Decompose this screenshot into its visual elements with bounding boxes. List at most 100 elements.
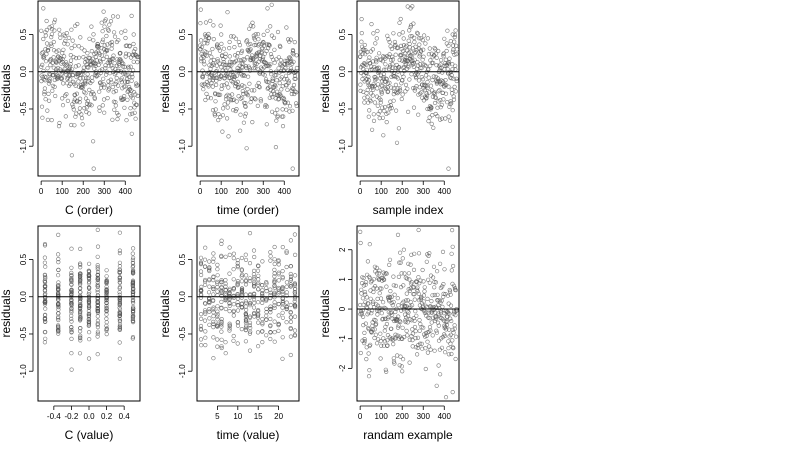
data-point <box>119 76 124 81</box>
data-point <box>439 57 444 63</box>
data-point <box>243 325 248 330</box>
data-point <box>237 58 242 63</box>
data-point <box>112 107 117 112</box>
data-point <box>288 310 293 315</box>
data-point <box>290 108 295 113</box>
data-point <box>421 98 427 103</box>
data-point <box>391 31 396 36</box>
data-point <box>264 333 269 338</box>
data-point <box>440 284 445 289</box>
data-point <box>131 297 136 303</box>
x-tick-label: 200 <box>77 187 91 196</box>
data-point <box>438 65 443 71</box>
data-point <box>207 322 212 327</box>
data-point <box>396 274 402 280</box>
data-point <box>266 80 272 85</box>
data-point <box>111 90 116 95</box>
y-tick-label: -0.5 <box>19 327 28 341</box>
data-point <box>284 284 289 289</box>
data-point <box>294 103 299 108</box>
data-point <box>95 352 100 357</box>
data-point <box>219 299 224 305</box>
y-tick-label: -1.0 <box>19 139 28 153</box>
data-point <box>218 73 224 78</box>
data-point <box>219 253 224 258</box>
data-point <box>95 293 100 298</box>
data-point <box>236 94 241 99</box>
data-point <box>207 268 212 274</box>
data-point <box>69 153 74 158</box>
data-point <box>77 299 83 304</box>
data-point <box>231 97 236 102</box>
data-point <box>283 66 288 71</box>
data-point <box>275 107 280 112</box>
data-point <box>116 68 121 73</box>
data-point <box>82 48 87 53</box>
data-point <box>251 56 256 62</box>
data-point <box>40 62 45 68</box>
data-point <box>48 72 53 77</box>
data-point <box>400 78 405 83</box>
data-point <box>280 286 285 292</box>
data-point <box>421 62 426 67</box>
data-point <box>56 267 61 273</box>
data-point <box>46 91 51 96</box>
data-point <box>452 52 457 57</box>
data-point <box>383 367 388 372</box>
data-point <box>215 289 220 294</box>
data-point <box>423 366 428 372</box>
data-point <box>119 80 124 85</box>
data-point <box>127 74 132 79</box>
data-point <box>439 345 445 350</box>
data-point <box>289 68 294 73</box>
data-point <box>104 295 109 301</box>
data-point <box>216 117 221 123</box>
data-point <box>230 92 235 97</box>
data-point <box>275 29 281 35</box>
data-point <box>256 282 261 287</box>
data-point <box>258 97 263 102</box>
data-point <box>409 280 415 285</box>
data-point <box>409 54 414 59</box>
data-point <box>87 285 92 290</box>
data-point <box>215 267 220 272</box>
data-point <box>211 256 216 261</box>
data-point <box>443 350 448 355</box>
data-point <box>127 87 132 92</box>
data-point <box>272 47 277 52</box>
data-point <box>242 114 248 119</box>
data-point <box>128 92 133 97</box>
data-point <box>220 129 225 134</box>
data-point <box>251 284 257 289</box>
data-point <box>446 339 451 344</box>
data-point <box>117 267 122 272</box>
data-point <box>260 259 265 264</box>
data-point <box>235 300 240 305</box>
data-point <box>227 323 232 328</box>
data-point <box>215 314 220 319</box>
data-point <box>69 272 74 278</box>
data-point <box>42 260 48 265</box>
data-point <box>105 27 111 32</box>
data-point <box>290 50 295 56</box>
data-point <box>95 42 100 47</box>
data-point <box>448 99 453 104</box>
data-point <box>292 232 298 237</box>
data-point <box>403 275 408 280</box>
data-point <box>95 329 100 334</box>
data-point <box>198 287 203 292</box>
data-point <box>231 256 236 261</box>
data-point <box>365 95 370 100</box>
data-point <box>365 305 370 311</box>
data-point <box>280 305 285 310</box>
data-point <box>271 35 277 40</box>
data-point <box>78 315 83 320</box>
data-point <box>417 281 422 286</box>
data-point <box>49 43 54 49</box>
data-point <box>96 73 101 78</box>
data-point <box>392 74 397 79</box>
data-point <box>247 320 253 325</box>
data-point <box>119 30 124 35</box>
data-point <box>69 303 74 308</box>
